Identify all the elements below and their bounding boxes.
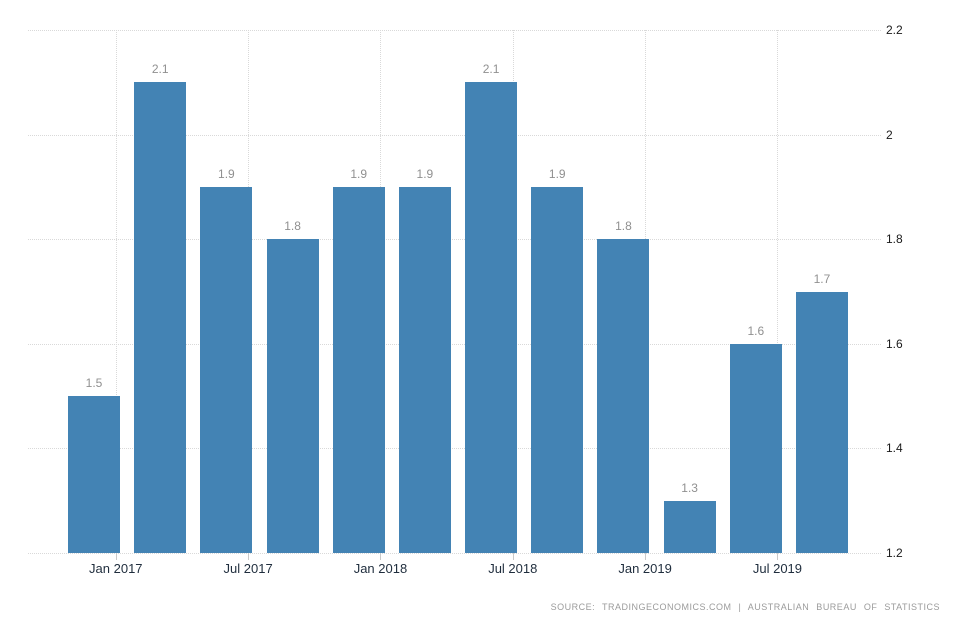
h-gridline [28, 239, 881, 241]
h-gridline [28, 553, 881, 554]
bar[interactable] [465, 82, 518, 553]
bar[interactable] [531, 186, 584, 553]
y-tick-label: 2 [886, 127, 893, 142]
bar-value-label: 1.8 [284, 219, 301, 234]
v-gridline [115, 30, 117, 553]
bar-value-label: 2.1 [151, 62, 169, 77]
x-tick-label: Jan 2018 [353, 561, 408, 576]
v-gridline [777, 30, 779, 553]
bar-value-label: 1.8 [615, 219, 632, 234]
x-tick-label: Jul 2019 [752, 561, 803, 576]
x-tick-label: Jul 2017 [223, 561, 273, 576]
bar-value-label: 2.1 [482, 62, 500, 77]
bar[interactable] [729, 343, 782, 553]
bar[interactable] [398, 186, 451, 553]
x-tick-label: Jul 2018 [488, 561, 538, 576]
bar-value-label: 1.9 [416, 166, 434, 181]
h-gridline [28, 448, 881, 450]
y-tick-label: 1.4 [886, 441, 903, 456]
bar-value-label: 1.5 [85, 376, 103, 391]
bar[interactable] [332, 186, 385, 553]
bar[interactable] [663, 500, 716, 553]
x-tick-label: Jan 2017 [89, 561, 143, 576]
x-tick-mark [115, 553, 117, 560]
bar[interactable] [68, 396, 120, 553]
h-gridline [28, 343, 881, 345]
y-tick-label: 1.6 [886, 336, 903, 351]
y-tick-label: 2.2 [886, 23, 903, 37]
x-tick-mark [512, 553, 514, 560]
y-tick-label: 1.2 [886, 546, 903, 560]
bar[interactable] [597, 239, 650, 553]
bar[interactable] [134, 82, 187, 553]
bar[interactable] [795, 291, 848, 553]
bar-value-label: 1.6 [747, 323, 765, 338]
source-attribution: SOURCE: TRADINGECONOMICS.COM | AUSTRALIA… [550, 602, 940, 612]
x-tick-label: Jan 2019 [618, 561, 672, 576]
x-tick-mark [777, 553, 779, 560]
bar-value-label: 1.9 [350, 166, 368, 181]
bar-value-label: 1.9 [218, 166, 235, 181]
y-tick-label: 1.8 [886, 232, 903, 247]
h-gridline [28, 30, 881, 31]
x-tick-mark [248, 553, 250, 560]
bar-value-label: 1.9 [548, 166, 566, 181]
x-tick-mark [645, 553, 647, 560]
bar-value-label: 1.7 [813, 271, 831, 286]
bar[interactable] [266, 239, 319, 553]
bar[interactable] [200, 186, 253, 553]
h-gridline [28, 134, 881, 136]
bar-value-label: 1.3 [681, 480, 698, 495]
x-tick-mark [380, 553, 382, 560]
